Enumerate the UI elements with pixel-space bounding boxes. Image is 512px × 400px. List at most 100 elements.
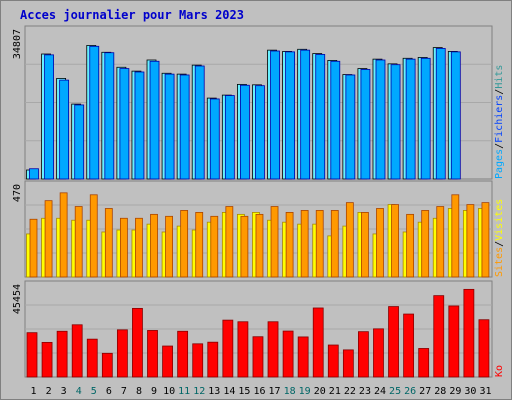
bar-files-day-8 bbox=[134, 71, 145, 180]
bar-kb-day-26 bbox=[403, 313, 415, 378]
day-label-8: 8 bbox=[136, 386, 142, 397]
legend-separator: / bbox=[494, 89, 505, 95]
bar-kb-day-10 bbox=[162, 345, 173, 378]
bar-files-day-24 bbox=[375, 59, 386, 180]
legend-entry-fichiers: Fichiers bbox=[494, 95, 505, 143]
bar-kb-day-22 bbox=[342, 349, 354, 378]
panel-3-legend: Ko bbox=[494, 365, 505, 377]
bar-files-day-11 bbox=[179, 74, 190, 180]
day-label-14: 14 bbox=[223, 386, 235, 397]
bar-kb-day-14 bbox=[222, 319, 234, 378]
bar-sites-day-13 bbox=[210, 215, 219, 278]
day-label-6: 6 bbox=[106, 386, 112, 397]
bar-files-day-3 bbox=[59, 79, 70, 180]
bar-kb-day-20 bbox=[312, 307, 324, 378]
bar-kb-day-19 bbox=[297, 336, 309, 378]
bar-files-day-22 bbox=[345, 74, 356, 180]
legend-entry-visites: Visites bbox=[494, 199, 505, 241]
legend-separator: / bbox=[494, 143, 505, 149]
day-label-16: 16 bbox=[253, 386, 265, 397]
bar-sites-day-11 bbox=[180, 210, 189, 278]
day-label-28: 28 bbox=[434, 386, 446, 397]
bar-files-day-23 bbox=[360, 69, 371, 180]
bar-sites-day-30 bbox=[466, 204, 475, 278]
panel-2-legend: Sites/Visites bbox=[494, 199, 505, 277]
day-label-25: 25 bbox=[389, 386, 401, 397]
bar-kb-day-9 bbox=[147, 330, 158, 378]
day-label-1: 1 bbox=[31, 386, 37, 397]
bar-kb-day-29 bbox=[448, 305, 460, 378]
panel-3-max-label: 45454 bbox=[12, 284, 23, 314]
bar-sites-day-5 bbox=[89, 194, 98, 278]
bar-files-day-26 bbox=[405, 58, 416, 180]
bar-kb-day-18 bbox=[282, 330, 294, 378]
bar-kb-day-4 bbox=[71, 324, 83, 378]
bar-files-day-7 bbox=[119, 68, 130, 180]
day-label-30: 30 bbox=[464, 386, 476, 397]
day-label-11: 11 bbox=[178, 386, 190, 397]
bar-sites-day-31 bbox=[481, 202, 490, 278]
bar-files-day-20 bbox=[315, 54, 326, 180]
bar-kb-day-31 bbox=[478, 319, 490, 378]
bar-sites-day-6 bbox=[104, 208, 113, 278]
day-label-5: 5 bbox=[91, 386, 97, 397]
bar-kb-day-15 bbox=[237, 321, 249, 378]
bar-sites-day-16 bbox=[255, 213, 264, 278]
legend-separator: / bbox=[494, 241, 505, 247]
bar-sites-day-19 bbox=[300, 210, 309, 278]
bar-files-day-29 bbox=[450, 51, 461, 180]
day-label-24: 24 bbox=[374, 386, 386, 397]
day-label-23: 23 bbox=[359, 386, 371, 397]
bar-kb-day-13 bbox=[207, 341, 219, 378]
bar-files-day-10 bbox=[164, 73, 175, 180]
bar-files-day-5 bbox=[89, 45, 100, 180]
bar-sites-day-9 bbox=[150, 213, 158, 278]
bar-kb-day-6 bbox=[101, 352, 113, 378]
bar-sites-day-7 bbox=[119, 217, 128, 278]
bar-sites-day-17 bbox=[270, 206, 279, 278]
bar-sites-day-20 bbox=[315, 210, 324, 278]
bar-sites-day-1 bbox=[29, 218, 38, 278]
bar-kb-day-28 bbox=[433, 295, 445, 378]
panel-1-legend: Pages/Fichiers/Hits bbox=[494, 65, 505, 179]
panel-2-max-label: 470 bbox=[12, 184, 23, 202]
day-label-27: 27 bbox=[419, 386, 431, 397]
bar-sites-day-15 bbox=[240, 215, 249, 278]
bar-files-day-13 bbox=[209, 98, 220, 180]
bar-sites-day-18 bbox=[285, 212, 294, 278]
bar-sites-day-25 bbox=[391, 204, 399, 278]
bar-files-day-14 bbox=[224, 95, 235, 180]
bar-files-day-2 bbox=[44, 54, 54, 180]
bar-kb-day-25 bbox=[388, 306, 399, 378]
bar-kb-day-27 bbox=[418, 348, 430, 378]
bar-kb-day-11 bbox=[177, 330, 189, 378]
day-label-2: 2 bbox=[46, 386, 52, 397]
bar-sites-day-26 bbox=[406, 213, 415, 278]
day-label-26: 26 bbox=[404, 386, 416, 397]
bar-kb-day-23 bbox=[358, 331, 369, 378]
day-label-31: 31 bbox=[479, 386, 491, 397]
day-label-21: 21 bbox=[329, 386, 341, 397]
day-label-12: 12 bbox=[193, 386, 205, 397]
bar-kb-day-7 bbox=[116, 329, 128, 378]
bar-kb-day-2 bbox=[41, 341, 53, 378]
bar-sites-day-8 bbox=[135, 217, 143, 278]
bar-kb-day-30 bbox=[463, 288, 475, 378]
day-label-15: 15 bbox=[238, 386, 250, 397]
day-label-9: 9 bbox=[151, 386, 157, 397]
bar-files-day-6 bbox=[104, 52, 115, 180]
day-label-13: 13 bbox=[208, 386, 220, 397]
bar-files-day-9 bbox=[149, 60, 160, 180]
day-label-10: 10 bbox=[163, 386, 175, 397]
bar-sites-day-23 bbox=[361, 212, 369, 278]
bar-kb-day-21 bbox=[327, 344, 339, 378]
bar-files-day-16 bbox=[255, 85, 265, 180]
bar-sites-day-27 bbox=[421, 210, 430, 278]
day-label-3: 3 bbox=[61, 386, 67, 397]
bar-kb-day-12 bbox=[192, 343, 204, 378]
bar-files-day-4 bbox=[74, 104, 85, 180]
bar-files-day-27 bbox=[420, 57, 431, 180]
bar-files-day-12 bbox=[194, 65, 205, 180]
day-label-4: 4 bbox=[76, 386, 82, 397]
chart-title: Acces journalier pour Mars 2023 bbox=[20, 8, 244, 22]
